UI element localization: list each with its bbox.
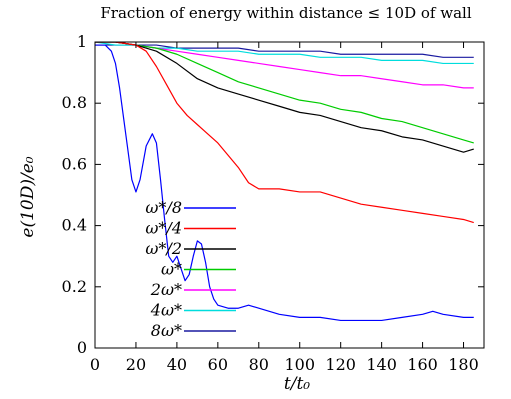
x-tick-label: 80 <box>249 355 269 374</box>
y-tick-label: 1 <box>77 32 87 51</box>
x-tick-label: 60 <box>208 355 228 374</box>
y-tick-label: 0 <box>77 338 87 357</box>
plot-frame <box>94 41 485 349</box>
legend: ω*/8 ω*/4ω*/2 ω*2ω* 4ω*8ω* <box>145 198 236 340</box>
x-tick-label: 160 <box>407 355 438 374</box>
y-tick-label: 0.6 <box>62 154 87 173</box>
series-line <box>95 44 474 58</box>
y-tick-label: 0.2 <box>62 277 87 296</box>
y-axis: 0 0.2 0.4 0.6 0.8 1 <box>62 32 484 357</box>
legend-label: ω*/2 <box>145 239 182 258</box>
legend-label: 4ω* <box>150 301 182 320</box>
series-line <box>95 42 474 224</box>
x-axis: 0 20 40 60 80 100 120 140 160 180 <box>90 42 479 374</box>
x-tick-label: 120 <box>325 355 356 374</box>
legend-label: 2ω* <box>150 280 182 299</box>
x-tick-label: 180 <box>448 355 479 374</box>
legend-label: 8ω* <box>151 321 182 340</box>
y-axis-label: e(10D)/e₀ <box>18 156 38 237</box>
x-tick-label: 40 <box>167 355 187 374</box>
legend-label: ω* <box>161 260 182 279</box>
x-tick-label: 20 <box>126 355 146 374</box>
series-line <box>95 42 474 144</box>
chart-title: Fraction of energy within distance ≤ 10D… <box>100 4 471 22</box>
x-tick-label: 100 <box>284 355 315 374</box>
series-line <box>95 42 474 89</box>
x-tick-label: 0 <box>90 355 100 374</box>
y-tick-label: 0.8 <box>62 93 87 112</box>
series-line <box>95 42 474 153</box>
x-tick-label: 140 <box>366 355 397 374</box>
y-tick-label: 0.4 <box>62 216 87 235</box>
series-group <box>95 42 474 322</box>
x-axis-label: t/t₀ <box>284 374 310 394</box>
legend-label: ω*/4 <box>145 219 182 238</box>
legend-label: ω*/8 <box>145 198 182 217</box>
